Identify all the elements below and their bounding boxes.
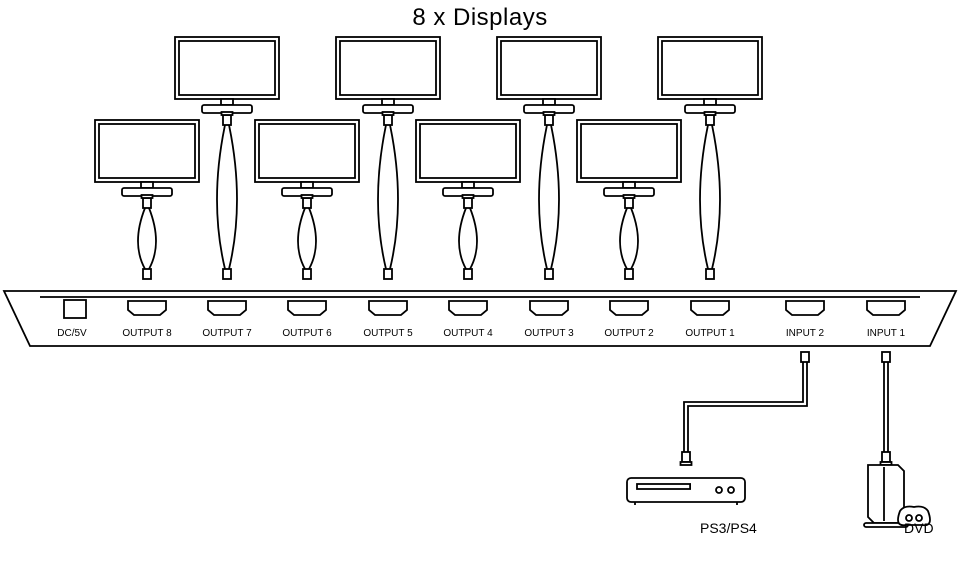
port-label: OUTPUT 6 [277, 328, 337, 339]
connection-diagram [0, 0, 960, 572]
port-label: OUTPUT 8 [117, 328, 177, 339]
diagram-title: 8 x Displays [0, 4, 960, 32]
port-label: OUTPUT 3 [519, 328, 579, 339]
dc-label: DC/5V [42, 328, 102, 339]
port-label: OUTPUT 2 [599, 328, 659, 339]
ps-label: PS3/PS4 [700, 520, 757, 536]
port-label: INPUT 2 [775, 328, 835, 339]
port-label: OUTPUT 5 [358, 328, 418, 339]
dvd-label: DVD [904, 520, 934, 536]
port-label: OUTPUT 1 [680, 328, 740, 339]
port-label: OUTPUT 7 [197, 328, 257, 339]
port-label: OUTPUT 4 [438, 328, 498, 339]
port-label: INPUT 1 [856, 328, 916, 339]
